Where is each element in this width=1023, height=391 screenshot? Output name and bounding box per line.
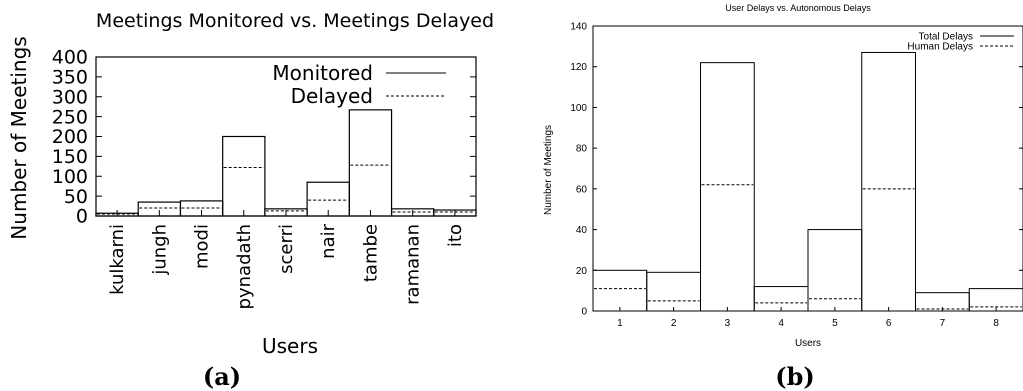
- x-tick-label-a-3: pynadath: [234, 224, 255, 309]
- x-tick-label-a-2: modi: [192, 224, 213, 269]
- y-tick-label-b-5: 100: [570, 103, 587, 114]
- chart-b-title: User Delays vs. Autonomous Delays: [725, 3, 871, 13]
- y-tick-label-a-3: 150: [52, 146, 88, 168]
- x-tick-label-b-0: 1: [617, 318, 623, 329]
- y-tick-label-a-4: 200: [52, 126, 88, 148]
- bar-a-monitored-3: [222, 135, 266, 217]
- chart-a-y-axis-label: Number of Meetings: [7, 36, 31, 239]
- legend-label-b-1: Human Delays: [907, 42, 973, 53]
- x-tick-label-a-0: kulkarni: [107, 224, 128, 295]
- y-tick-label-a-2: 100: [52, 166, 88, 188]
- y-tick-label-b-7: 140: [570, 22, 587, 33]
- y-tick-label-b-2: 40: [576, 225, 588, 236]
- chart-a-title: Meetings Monitored vs. Meetings Delayed: [96, 10, 494, 32]
- chart-b: 0 20 40 60 80 100 120 140 1 2 3 4 5 6 7 8 Total DelaysHu…: [570, 22, 1023, 329]
- chart-a-x-axis-label: Users: [262, 334, 318, 358]
- y-tick-label-a-0: 0: [76, 206, 88, 228]
- y-tick-label-b-1: 20: [576, 266, 588, 277]
- chart-b-y-axis-label: Number of Meetings: [543, 125, 554, 215]
- y-tick-label-a-7: 350: [52, 67, 88, 89]
- x-tick-label-a-4: scerri: [276, 224, 297, 274]
- chart-b-frame: [592, 25, 1023, 312]
- y-tick-label-b-4: 80: [576, 144, 588, 155]
- x-tick-label-b-4: 5: [832, 318, 838, 329]
- x-tick-label-b-6: 7: [940, 318, 946, 329]
- legend-label-b-0: Total Delays: [919, 32, 973, 43]
- y-tick-label-a-8: 400: [52, 47, 88, 69]
- y-tick-label-b-6: 120: [570, 62, 587, 73]
- x-tick-label-b-5: 6: [886, 318, 892, 329]
- bar-a-monitored-6: [348, 109, 393, 217]
- bar-b-total-delays-0: [592, 269, 648, 312]
- y-tick-label-a-6: 300: [52, 86, 88, 108]
- x-tick-label-a-5: nair: [318, 223, 339, 258]
- x-tick-label-b-7: 8: [993, 318, 999, 329]
- x-tick-label-a-1: jungh: [149, 224, 170, 276]
- legend-label-a-0: Monitored: [272, 61, 373, 85]
- y-tick-label-a-1: 50: [64, 186, 88, 208]
- chart-a-caption: (a): [203, 362, 241, 391]
- x-tick-label-a-6: tambe: [360, 224, 381, 282]
- y-tick-label-a-5: 250: [52, 106, 88, 128]
- bar-b-total-delays-1: [646, 271, 701, 312]
- bar-b-total-delays-2: [700, 62, 755, 312]
- x-tick-label-a-8: ito: [445, 224, 466, 247]
- legend-label-a-1: Delayed: [291, 84, 373, 108]
- y-tick-label-b-3: 60: [576, 184, 588, 195]
- y-tick-label-b-0: 0: [581, 307, 587, 318]
- x-tick-label-b-3: 4: [778, 318, 784, 329]
- x-tick-label-b-1: 2: [671, 318, 677, 329]
- x-tick-label-b-2: 3: [725, 318, 731, 329]
- x-tick-label-a-7: ramanan: [403, 224, 424, 305]
- bar-b-total-delays-5: [861, 51, 916, 312]
- chart-b-caption: (b): [775, 362, 815, 391]
- chart-b-x-axis-label: Users: [795, 338, 821, 349]
